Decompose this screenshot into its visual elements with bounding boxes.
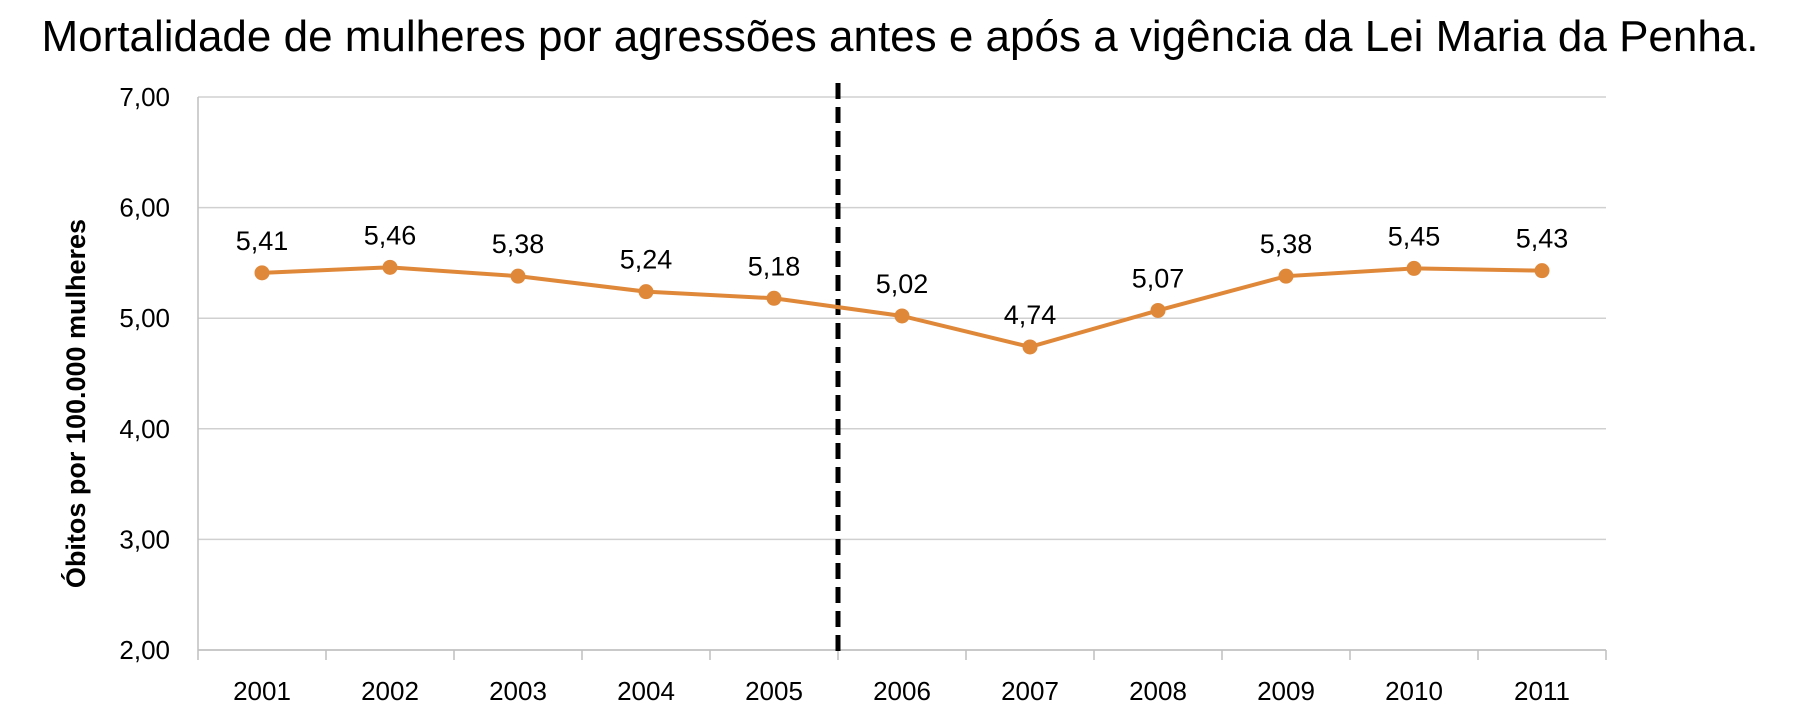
x-tick-label: 2008: [1129, 676, 1187, 706]
data-label: 5,38: [492, 229, 545, 259]
data-label: 5,38: [1260, 229, 1313, 259]
data-point: [1022, 339, 1038, 355]
tick-labels: 2,00 3,00 4,00 5,00 6,00 7,00 2001 2002 2003 2004…: [119, 82, 1570, 706]
y-tick-label: 4,00: [119, 414, 170, 444]
data-point: [894, 308, 910, 324]
gridlines: [198, 96, 1606, 651]
y-tick-label: 3,00: [119, 524, 170, 554]
data-point: [254, 265, 270, 281]
data-point: [1278, 268, 1294, 284]
data-point: [766, 290, 782, 306]
data-point: [382, 259, 398, 275]
x-tick-label: 2004: [617, 676, 675, 706]
x-tick-label: 2005: [745, 676, 803, 706]
x-tick-label: 2009: [1257, 676, 1315, 706]
data-point: [638, 284, 654, 300]
data-points: [254, 259, 1550, 355]
y-tick-label: 5,00: [119, 303, 170, 333]
x-tick-label: 2011: [1514, 676, 1570, 706]
y-axis-label: Óbitos por 100.000 mulheres: [60, 219, 91, 588]
x-tick-label: 2002: [361, 676, 419, 706]
x-tick-label: 2001: [233, 676, 291, 706]
data-label: 5,18: [748, 251, 801, 281]
data-label: 5,24: [620, 245, 673, 275]
y-tick-label: 2,00: [119, 635, 170, 665]
data-label: 5,41: [236, 226, 289, 256]
y-tick-label: 7,00: [119, 82, 170, 112]
data-label: 5,46: [364, 220, 417, 250]
chart-title: Mortalidade de mulheres por agressões an…: [41, 12, 1759, 61]
y-tick-label: 6,00: [119, 193, 170, 223]
data-label: 4,74: [1004, 300, 1057, 330]
data-point: [510, 268, 526, 284]
data-label: 5,02: [876, 269, 929, 299]
data-label: 5,43: [1516, 224, 1569, 254]
data-point: [1150, 302, 1166, 318]
axes: [197, 97, 1607, 660]
x-tick-label: 2010: [1385, 676, 1443, 706]
data-point: [1406, 260, 1422, 276]
data-point: [1534, 263, 1550, 279]
data-labels: 5,41 5,46 5,38 5,24 5,18 5,02 4,74 5,07 5,38 5,45…: [236, 220, 1569, 330]
x-tick-label: 2006: [873, 676, 931, 706]
x-tick-label: 2003: [489, 676, 547, 706]
data-label: 5,45: [1388, 221, 1441, 251]
data-label: 5,07: [1132, 263, 1185, 293]
x-tick-label: 2007: [1001, 676, 1059, 706]
